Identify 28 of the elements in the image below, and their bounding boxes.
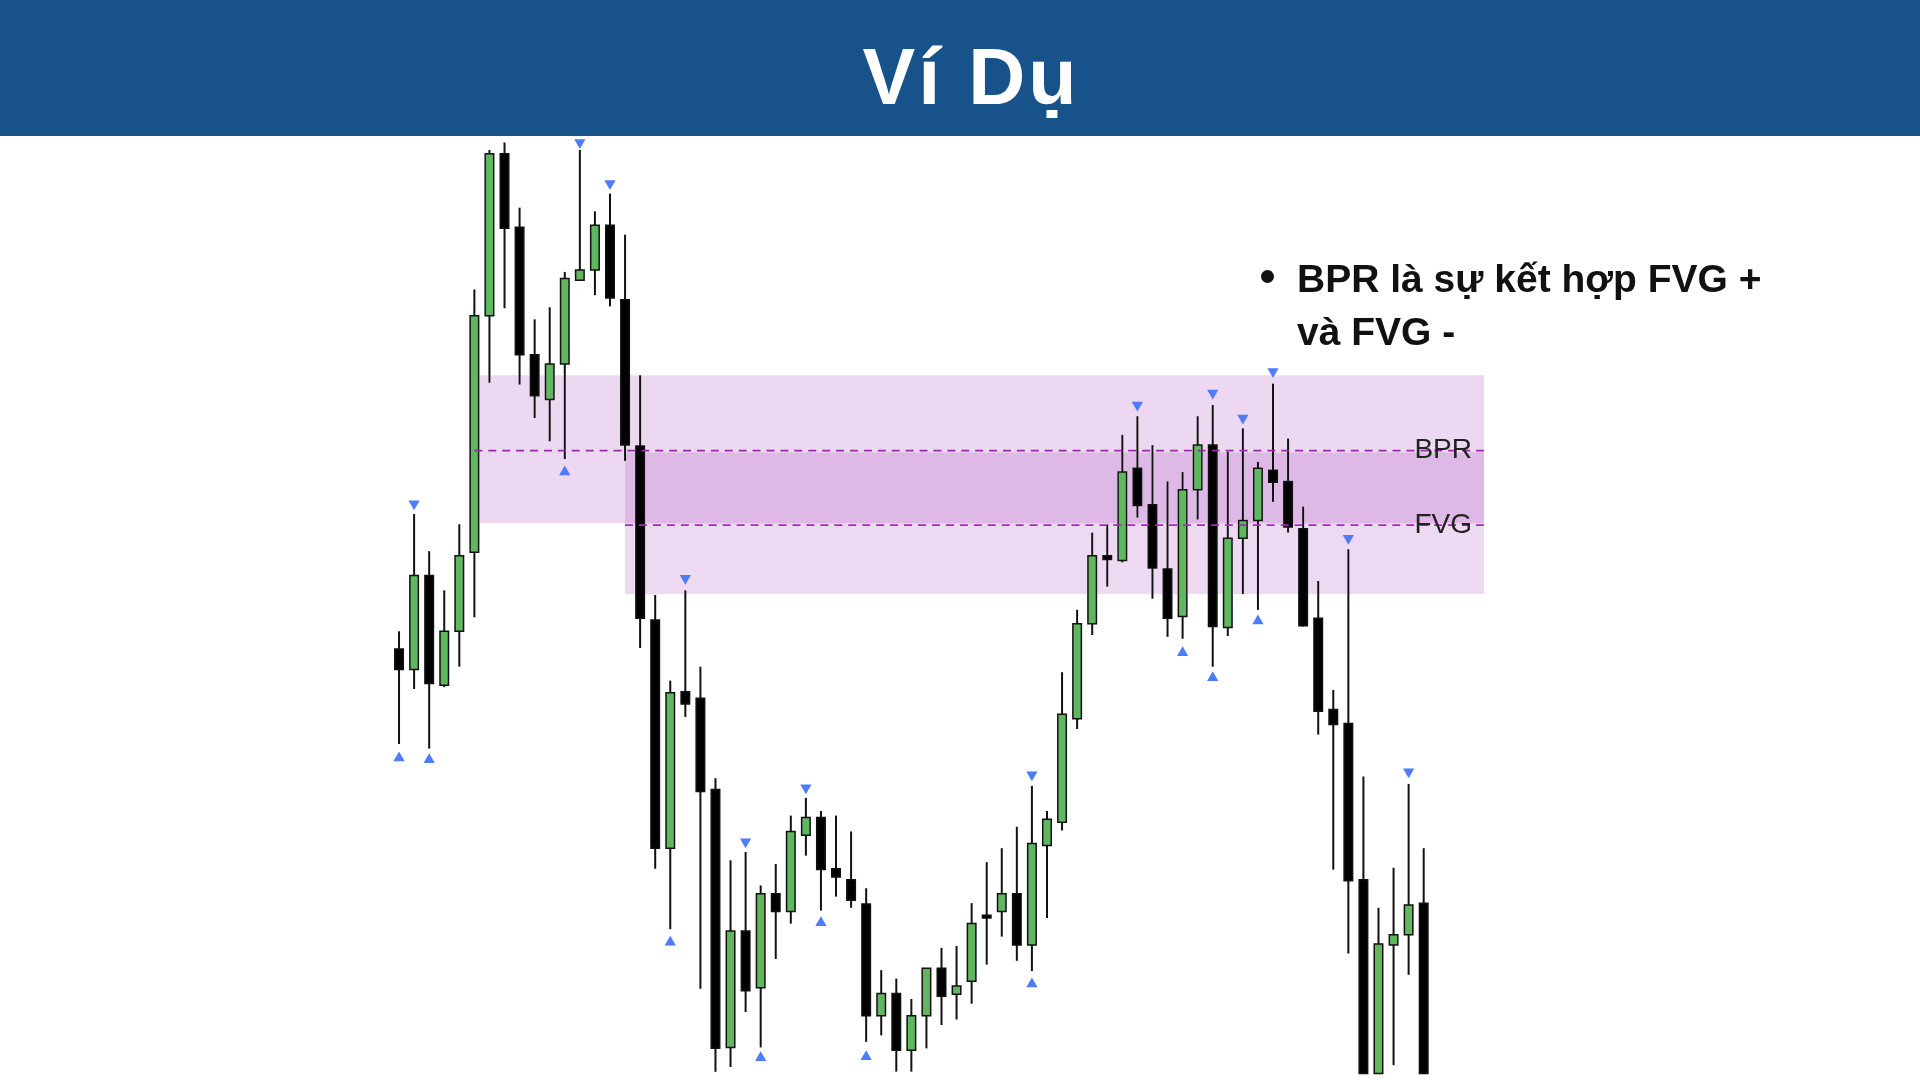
point <box>664 935 676 946</box>
point <box>604 180 616 190</box>
point <box>755 1051 767 1061</box>
point <box>1176 646 1189 656</box>
series-label: FVG <box>1414 507 1472 539</box>
candlestick <box>1328 689 1339 870</box>
point <box>1207 389 1219 400</box>
series-label: BPR <box>1414 433 1472 465</box>
candlestick <box>574 149 585 282</box>
point <box>679 574 691 585</box>
point <box>1131 401 1144 412</box>
point <box>1237 414 1249 425</box>
point <box>1252 614 1264 625</box>
point <box>815 916 827 926</box>
point <box>574 139 586 149</box>
candlestick <box>981 862 992 965</box>
point <box>423 753 435 763</box>
point <box>1267 368 1279 379</box>
candlestick <box>1388 867 1399 1066</box>
point <box>393 751 405 762</box>
chart-title: Ví Dụ <box>862 32 1080 121</box>
point <box>1342 534 1354 545</box>
annotation: BPR là sự kết hợp FVG + và FVG - <box>1297 257 1762 353</box>
point <box>408 500 420 511</box>
point <box>1026 977 1038 988</box>
point <box>860 1050 872 1060</box>
candlestick <box>1102 524 1113 587</box>
point <box>1207 671 1219 682</box>
